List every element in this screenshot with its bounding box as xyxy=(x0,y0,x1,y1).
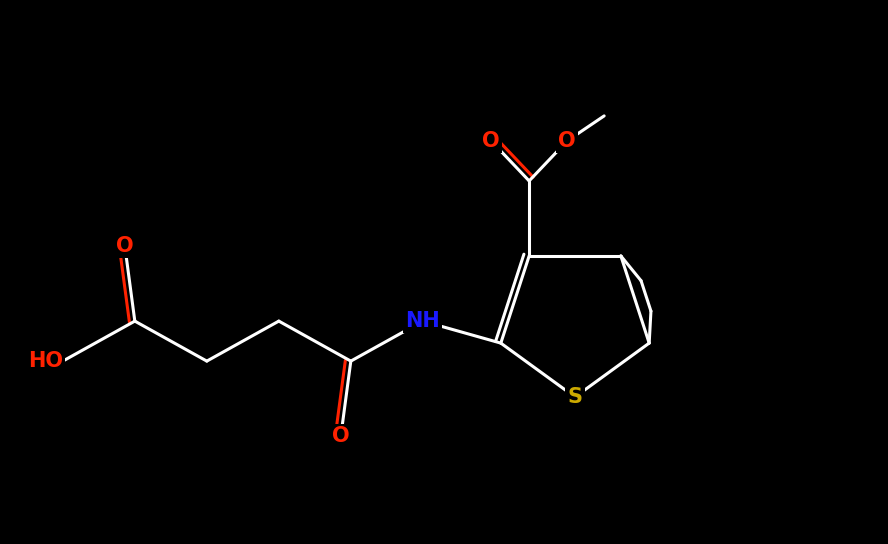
Text: S: S xyxy=(567,387,583,407)
Text: O: O xyxy=(482,131,500,151)
Text: O: O xyxy=(559,131,576,151)
Text: NH: NH xyxy=(406,311,440,331)
Text: O: O xyxy=(116,236,133,256)
Text: O: O xyxy=(332,426,350,446)
Text: HO: HO xyxy=(28,351,63,371)
